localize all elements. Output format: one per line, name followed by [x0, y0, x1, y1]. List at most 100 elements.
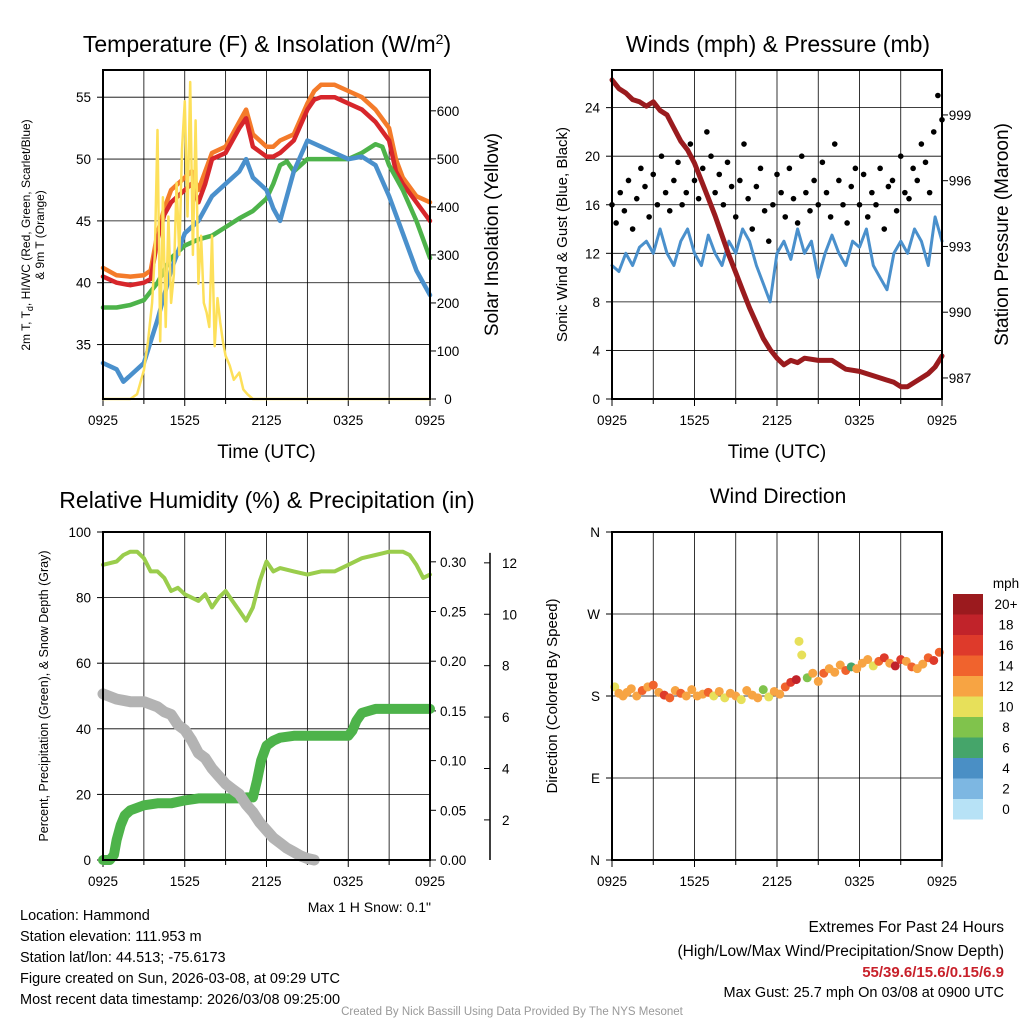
legend-swatch	[953, 799, 983, 820]
series-precipitation	[98, 703, 435, 865]
direction-point	[753, 693, 763, 703]
x-axis-label: Time (UTC)	[217, 442, 316, 463]
plot-frame	[102, 531, 431, 861]
gust-point	[811, 177, 817, 184]
gust-point	[753, 183, 760, 190]
y2-tick-label: 0.10	[440, 754, 466, 769]
gust-point	[737, 177, 743, 184]
gust-point	[877, 165, 883, 172]
location-text: Location: Hammond	[20, 908, 150, 924]
x-tick-label: 0925	[88, 874, 118, 889]
gust-point	[749, 226, 756, 232]
y3-tick-label: 8	[502, 659, 510, 674]
gust-point	[757, 165, 764, 172]
elevation-text: Station elevation: 111.953 m	[20, 929, 202, 945]
y2-tick-label: 999	[949, 108, 972, 123]
y-tick-label: N	[590, 853, 600, 868]
gust-point	[815, 201, 822, 208]
gust-point	[699, 165, 706, 172]
gust-point	[613, 220, 619, 226]
direction-point	[901, 656, 911, 666]
gust-point	[642, 183, 648, 190]
y2-tick-label: 300	[437, 248, 460, 263]
direction-point	[813, 676, 823, 686]
x-tick-label: 1525	[679, 413, 709, 428]
legend-swatch	[953, 614, 983, 635]
legend-swatch	[953, 758, 983, 779]
direction-point	[681, 691, 691, 701]
gust-point	[803, 189, 809, 196]
gust-point	[745, 195, 751, 202]
y2-tick-label: 996	[949, 174, 972, 189]
gust-point	[906, 195, 912, 202]
gust-point	[930, 129, 937, 135]
superscript: 2	[436, 31, 444, 47]
extremes-values: 55/39.6/15.6/0.15/6.9	[862, 964, 1004, 981]
direction-point	[764, 692, 774, 702]
footer-credit: Created By Nick Bassill Using Data Provi…	[341, 1006, 683, 1018]
gust-point	[914, 177, 921, 184]
gust-point	[720, 201, 727, 208]
y-tick-label: S	[591, 689, 600, 704]
gust-point	[885, 183, 892, 190]
gust-point	[728, 183, 735, 190]
gust-point	[910, 165, 916, 172]
y-axis-label-2: & 9m T (Orange)	[33, 190, 47, 280]
y2-tick-label: 990	[949, 305, 972, 320]
latlon-text: Station lat/lon: 44.513; -75.6173	[20, 950, 226, 966]
gust-point	[844, 220, 850, 226]
y-tick-label: 0	[83, 853, 91, 868]
gust-point	[654, 201, 661, 208]
legend-swatch	[953, 696, 983, 717]
gust-point	[856, 201, 863, 208]
y-tick-label: 20	[585, 149, 600, 164]
x-tick-label: 0925	[927, 413, 957, 428]
y-tick-label: 40	[76, 722, 91, 737]
series-sonic-wind	[610, 215, 944, 304]
gust-point	[625, 177, 632, 184]
direction-point	[797, 650, 807, 660]
y-tick-label: 50	[76, 152, 91, 167]
x-tick-label: 0925	[415, 874, 445, 889]
legend-label: 0	[1002, 802, 1010, 817]
gust-point	[675, 159, 681, 166]
legend-swatch	[953, 737, 983, 758]
legend-label: 16	[998, 638, 1013, 653]
created-text: Figure created on Sun, 2026-03-08, at 09…	[20, 971, 340, 987]
max-gust-text: Max Gust: 25.7 mph On 03/08 at 0900 UTC	[723, 985, 1004, 1001]
station-info: Location: Hammond Station elevation: 111…	[20, 906, 340, 1011]
gust-point	[658, 153, 665, 159]
gust-point	[827, 214, 834, 220]
gust-point	[786, 165, 793, 172]
x-tick-label: 0325	[333, 874, 363, 889]
gust-point	[902, 189, 908, 196]
series-hi-wc	[100, 138, 433, 384]
y3-tick-label: 6	[502, 710, 510, 725]
direction-point	[626, 684, 636, 694]
gust-point	[724, 159, 731, 166]
x-tick-label: 0925	[88, 413, 118, 428]
y2-axis-label: Station Pressure (Maroon)	[992, 123, 1013, 346]
direction-point	[794, 636, 804, 646]
legend-swatch	[953, 717, 983, 738]
direction-point	[714, 686, 724, 696]
gust-point	[650, 171, 657, 178]
gust-point	[704, 129, 710, 135]
gust-point	[633, 195, 640, 202]
chart-title-2: Relative Humidity (%) & Precipitation (i…	[59, 487, 474, 513]
max-snow-annotation: Max 1 H Snow: 0.1"	[308, 899, 431, 915]
y2-tick-label: 0	[444, 392, 452, 407]
gust-point	[840, 201, 846, 208]
legend-swatch	[953, 778, 983, 799]
gust-point	[679, 201, 685, 208]
legend-title: mph	[993, 576, 1019, 591]
y-tick-label: 16	[585, 198, 600, 213]
y-tick-label: 60	[76, 656, 91, 671]
x-tick-label: 1525	[170, 874, 200, 889]
chart-title-1: Winds (mph) & Pressure (mb)	[626, 31, 930, 57]
y-tick-label: 55	[76, 90, 91, 105]
recent-data-text: Most recent data timestamp: 2026/03/08 0…	[20, 992, 341, 1008]
chart-title-0: Temperature (F) & Insolation (W/m2)	[83, 31, 451, 57]
x-tick-label: 0925	[927, 874, 957, 889]
series-relative-humidity	[101, 549, 432, 623]
